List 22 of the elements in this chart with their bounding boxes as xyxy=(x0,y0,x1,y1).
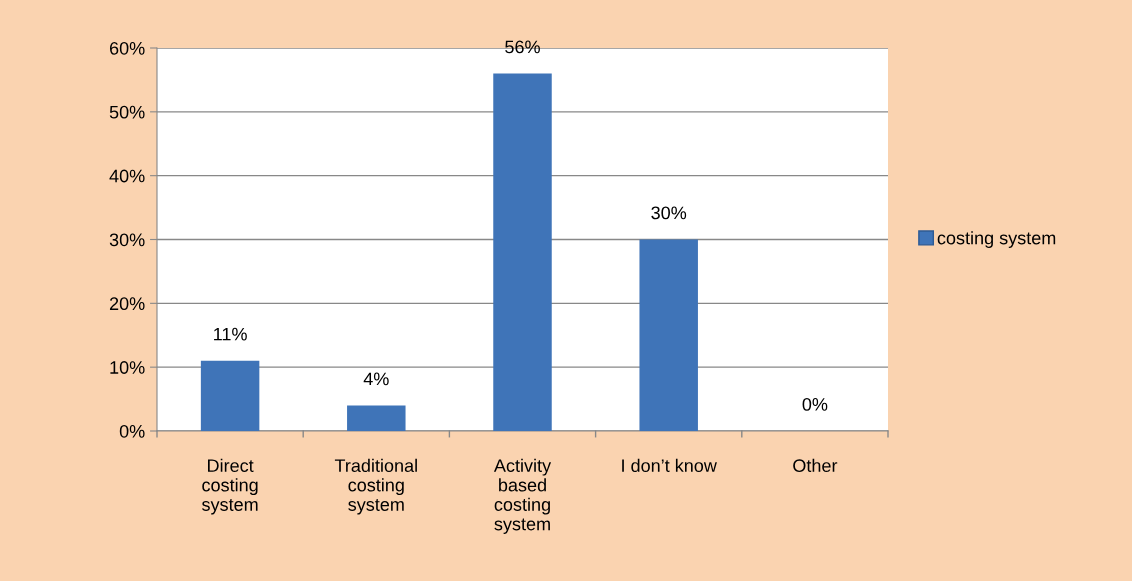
bar xyxy=(493,73,552,431)
y-tick-label: 30% xyxy=(109,233,145,247)
y-tick-label: 10% xyxy=(110,361,145,374)
data-label: 0% xyxy=(802,397,828,411)
bar xyxy=(639,239,698,431)
data-label: 56% xyxy=(505,40,540,54)
x-tick-label: Direct costing system xyxy=(202,458,258,515)
y-tick-label: 0% xyxy=(119,424,145,438)
x-tick-label: Other xyxy=(793,458,838,473)
bar xyxy=(347,405,406,431)
x-tick-label: Traditional costing system xyxy=(334,458,417,515)
legend-label: costing system xyxy=(937,231,1056,248)
data-label: 11% xyxy=(214,327,247,341)
y-tick-label: 50% xyxy=(109,105,145,119)
data-label: 30% xyxy=(651,206,687,220)
data-label: 4% xyxy=(363,372,389,386)
x-tick-label: Activity based costing system xyxy=(493,458,552,534)
y-tick-label: 60% xyxy=(109,41,145,55)
y-tick-label: 40% xyxy=(109,169,145,183)
x-tick-label: I don’t know xyxy=(622,458,717,473)
bar xyxy=(200,360,260,431)
y-tick-label: 20% xyxy=(109,297,145,311)
